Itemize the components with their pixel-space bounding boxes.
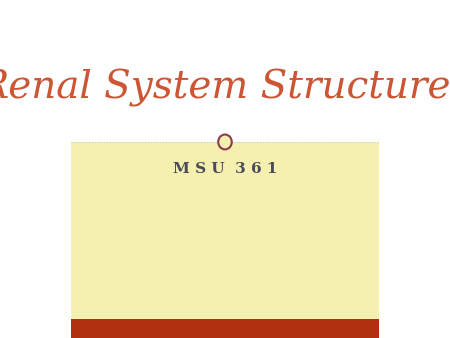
Text: M S U  3 6 1: M S U 3 6 1 [173,162,277,176]
Text: Renal System Structures: Renal System Structures [0,69,450,107]
FancyBboxPatch shape [72,319,378,338]
Circle shape [218,135,232,149]
FancyBboxPatch shape [72,142,378,319]
FancyBboxPatch shape [72,0,378,142]
